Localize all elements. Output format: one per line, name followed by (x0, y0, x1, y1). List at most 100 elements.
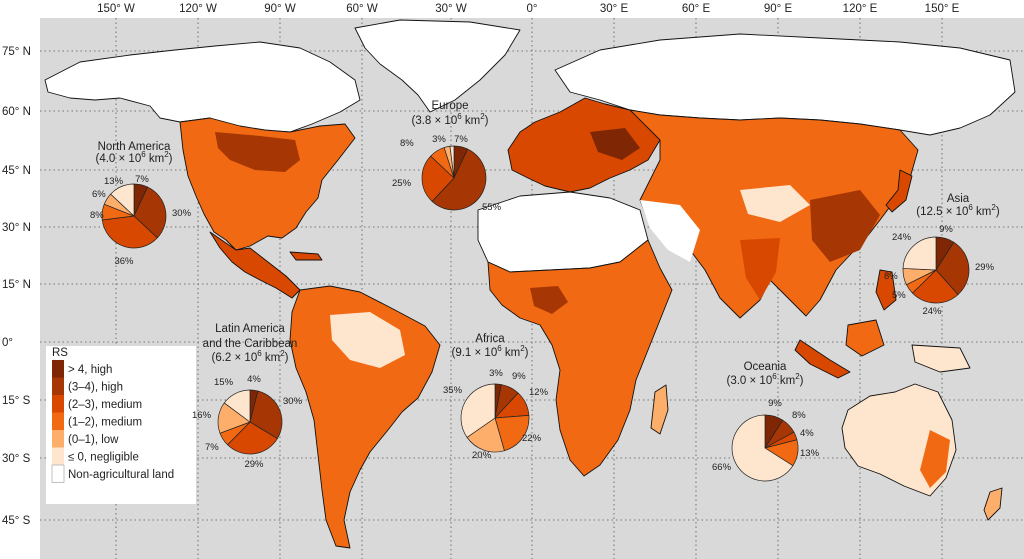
pie-percent-label: 5% (892, 290, 906, 301)
indonesia-west (794, 339, 851, 379)
pie-percent-label: 22% (522, 433, 542, 444)
legend-swatch (52, 447, 64, 465)
lon-tick-label: 120° W (179, 3, 217, 15)
lat-tick-label: 45° N (2, 165, 31, 177)
regional-pies: North America(4.0 × 106 km2) 7% 30% 36% 8% 6%… (90, 100, 1000, 482)
pie-percent-label: 6% (92, 189, 106, 200)
pie-europe: Europe(3.8 × 106 km2) 7% 55% 25% 8% 3% (392, 100, 502, 213)
pie-percent-label: 66% (712, 462, 732, 473)
europe (507, 97, 661, 193)
middle-east-dry (640, 200, 700, 262)
lon-tick-label: 30° W (435, 3, 467, 15)
tibet-nonag (740, 185, 810, 222)
pie-percent-label: 29% (244, 459, 264, 470)
lat-tick-label: 75° N (2, 46, 31, 58)
pie-slice (431, 148, 487, 211)
pie-percent-label: 7% (454, 134, 468, 145)
lat-tick-label: 60° N (2, 106, 31, 118)
pie-percent-label: 8% (884, 271, 898, 282)
pie-oceania: Oceania(3.0 × 106 km2) 9% 8% 4% 13% 66% (712, 361, 820, 482)
pie-asia: Asia(12.5 × 106 km2) 9% 29% 24% 5% 8% 24% (884, 193, 1000, 317)
pie-percent-label: 24% (892, 232, 912, 243)
lon-tick-label: 30° E (600, 3, 629, 15)
region-name: North America (98, 141, 171, 153)
pie-slice (421, 155, 455, 202)
pie-slice (223, 389, 251, 423)
new-zealand (983, 487, 1003, 521)
pie-slice (449, 145, 455, 179)
pie-slice (911, 269, 959, 304)
pie-percent-label: 35% (443, 385, 463, 396)
region-name: Asia (947, 193, 970, 205)
lon-tick-label: 60° E (682, 3, 711, 15)
legend-box (46, 346, 196, 504)
pie-percent-label: 7% (135, 174, 149, 185)
china-hotspot (810, 190, 880, 262)
pie-slice (110, 183, 135, 217)
lon-tick-label: 150° E (925, 3, 960, 15)
longitude-ticks: 150° W 120° W 90° W 60° W 30° W 0° 30° E 60° E 9… (97, 3, 960, 15)
region-area: (3.8 × 106 km2) (412, 112, 489, 127)
lon-tick-label: 120° E (843, 3, 878, 15)
amazon-nonag (330, 312, 405, 368)
pie-percent-label: 7% (205, 442, 219, 453)
pie-percent-label: 9% (939, 224, 953, 235)
pie-percent-label: 4% (247, 374, 261, 385)
pie-slice (133, 186, 167, 239)
legend-label: Non-agricultural land (68, 469, 174, 481)
new-guinea (911, 344, 971, 373)
pie-percent-label: 3% (489, 368, 503, 379)
pie-percent-label: 3% (432, 134, 446, 145)
region-name: Africa (475, 333, 505, 345)
pie-percent-label: 15% (214, 377, 234, 388)
region-area: (6.2 × 106 km2) (212, 349, 289, 364)
pie-slice (731, 414, 794, 482)
pie-percent-label: 12% (529, 387, 549, 398)
region-name-line1: Latin America (215, 323, 285, 335)
legend-swatch (51, 464, 65, 483)
pie-percent-label: 8% (792, 410, 806, 421)
legend-swatch (52, 377, 64, 395)
legend-title: RS (52, 347, 68, 359)
lon-tick-label: 0° (527, 3, 538, 15)
pie-slice (466, 417, 505, 453)
lat-tick-label: 45° S (2, 515, 31, 527)
rs-legend: RS > 4, high (3–4), high (2–3), medium (1–2… (46, 346, 196, 504)
pie-percent-label: 8% (400, 138, 414, 149)
pie-percent-label: 29% (975, 262, 995, 273)
region-name: Europe (431, 100, 468, 112)
japan (885, 169, 913, 213)
legend-swatch (52, 360, 64, 378)
lat-tick-label: 30° N (2, 222, 31, 234)
pie-slice (101, 215, 158, 249)
legend-swatch (52, 430, 64, 448)
legend-label: > 4, high (68, 364, 112, 376)
pie-percent-label: 36% (114, 256, 134, 267)
legend-swatch (52, 412, 64, 430)
pie-percent-label: 55% (482, 202, 502, 213)
lat-tick-label: 15° N (2, 279, 31, 291)
pie-percent-label: 4% (800, 428, 814, 439)
legend-label: (3–4), high (68, 382, 123, 394)
legend-swatch (52, 395, 64, 413)
us-midwest-hotspot (215, 132, 300, 172)
pie-slice (935, 241, 970, 296)
pie-percent-label: 25% (392, 178, 412, 189)
pie-africa: Africa(9.1 × 106 km2) 3% 9%12% 22% 20% 35% (443, 333, 549, 461)
pie-latin-america: Latin America and the Caribbean(6.2 × 106… (192, 323, 303, 470)
pie-percent-label: 30% (283, 396, 303, 407)
pie-percent-label: 24% (922, 306, 942, 317)
eastern-europe-hotspot (590, 128, 640, 160)
pie-slice (494, 414, 530, 452)
legend-label: (1–2), medium (68, 417, 142, 429)
latitude-ticks: 75° N 60° N 45° N 30° N 15° N 0° 15° S 30° S 45°… (2, 46, 31, 527)
region-area: (12.5 × 106 km2) (916, 203, 1000, 218)
region-name: Oceania (744, 361, 787, 373)
legend-label: (2–3), medium (68, 399, 142, 411)
pie-slice (902, 236, 937, 271)
madagascar (650, 384, 669, 435)
region-area: (4.0 × 106 km2) (96, 150, 173, 165)
pie-slice (460, 383, 496, 438)
legend-label: ≤ 0, negligible (68, 452, 139, 464)
